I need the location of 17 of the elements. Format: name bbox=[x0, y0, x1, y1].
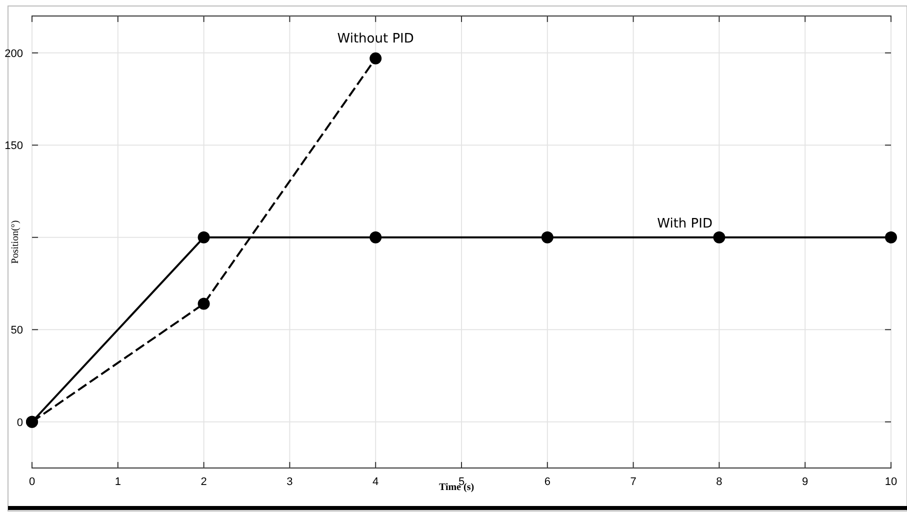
x-tick-label: 9 bbox=[802, 476, 808, 488]
x-tick-label: 4 bbox=[372, 476, 379, 488]
x-tick-label: 8 bbox=[716, 476, 722, 488]
x-tick-label: 7 bbox=[630, 476, 636, 488]
x-tick-label: 3 bbox=[286, 476, 293, 488]
y-tick-label: 200 bbox=[4, 48, 23, 60]
x-tick-label: 6 bbox=[544, 476, 550, 488]
series-label: With PID bbox=[657, 216, 713, 232]
y-tick-label: 50 bbox=[10, 324, 23, 337]
x-tick-label: 0 bbox=[28, 476, 36, 488]
x-tick-label: 1 bbox=[114, 476, 121, 488]
y-axis-title: Position(°) bbox=[10, 220, 21, 264]
x-tick-label: 10 bbox=[884, 476, 898, 488]
series-label: Without PID bbox=[337, 31, 414, 46]
x-tick-label: 2 bbox=[200, 476, 207, 488]
y-tick-label: 150 bbox=[4, 140, 23, 152]
y-tick-label: 0 bbox=[16, 416, 23, 429]
